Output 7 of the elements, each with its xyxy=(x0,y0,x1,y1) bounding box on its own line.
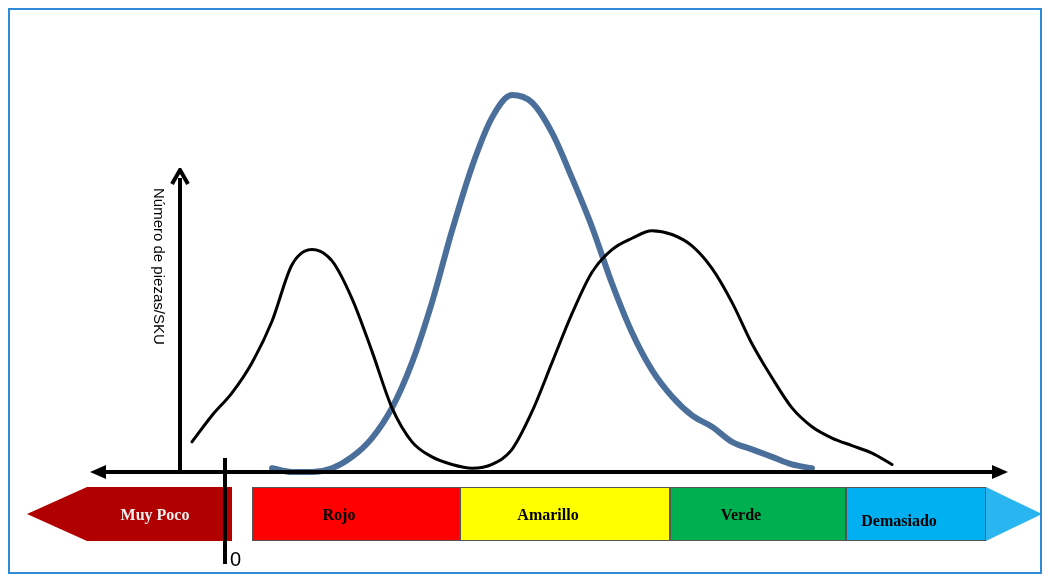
text: Verde xyxy=(719,506,763,524)
text: Muy Poco xyxy=(119,506,191,524)
text: Demasiado xyxy=(860,512,938,530)
y-axis-title: Número de piezas/SKU xyxy=(150,188,168,347)
text: Amarillo xyxy=(516,506,580,524)
text: 0 xyxy=(230,548,242,571)
text: Rojo xyxy=(321,506,357,524)
